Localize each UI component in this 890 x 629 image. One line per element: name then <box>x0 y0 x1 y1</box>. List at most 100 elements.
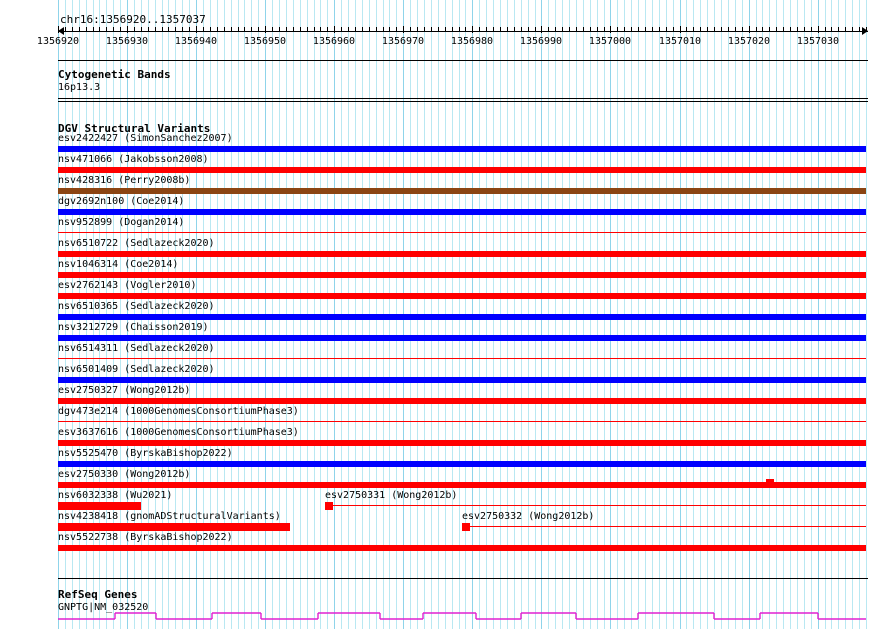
variant-bar[interactable] <box>58 232 866 233</box>
variant-label[interactable]: esv3637616 (1000GenomesConsortiumPhase3) <box>58 427 299 438</box>
dgv-track-title: DGV Structural Variants <box>58 122 211 135</box>
ruler-tick <box>811 27 812 32</box>
variant-label[interactable]: dgv473e214 (1000GenomesConsortiumPhase3) <box>58 406 299 417</box>
variant-label[interactable]: esv2422427 (SimonSanchez2007) <box>58 133 233 144</box>
ruler-tick <box>231 27 232 32</box>
ruler-tick <box>134 27 135 32</box>
variant-label[interactable]: nsv6032338 (Wu2021) <box>58 490 173 501</box>
variant-label[interactable]: nsv1046314 (Coe2014) <box>58 259 179 270</box>
variant-bar[interactable] <box>58 293 866 299</box>
variant-bar[interactable] <box>58 146 866 152</box>
variant-bar[interactable] <box>58 358 866 359</box>
variant-bar[interactable] <box>58 314 866 320</box>
ruler-tick <box>396 27 397 32</box>
ruler-tick <box>120 27 121 32</box>
variant-bar[interactable] <box>58 440 866 446</box>
cytogenetic-band-label[interactable]: 16p13.3 <box>58 82 101 93</box>
variant-bar[interactable] <box>58 545 866 551</box>
ruler-tick <box>548 27 549 32</box>
variant-label[interactable]: esv2762143 (Vogler2010) <box>58 280 197 291</box>
refseq-gene-label[interactable]: GNPTG|NM_032520 <box>58 602 149 613</box>
variant-label[interactable]: nsv3212729 (Chaisson2019) <box>58 322 209 333</box>
variant-bar[interactable] <box>58 251 866 257</box>
ruler-tick <box>769 27 770 32</box>
ruler-tick <box>203 27 204 32</box>
variant-label[interactable]: nsv6510722 (Sedlazeck2020) <box>58 238 215 249</box>
ruler-tick <box>756 27 757 32</box>
ruler-tick <box>576 27 577 32</box>
ruler-tick <box>728 27 729 32</box>
ruler-tick <box>383 27 384 32</box>
ruler-tick <box>162 27 163 32</box>
variant-label[interactable]: nsv5525470 (ByrskaBishop2022) <box>58 448 233 459</box>
ruler-tick <box>58 26 59 33</box>
variant-label[interactable]: nsv6501409 (Sedlazeck2020) <box>58 364 215 375</box>
variant-bar[interactable] <box>58 167 866 173</box>
ruler-tick <box>721 27 722 32</box>
ruler-tick <box>749 26 750 33</box>
variant-bar[interactable] <box>58 272 866 278</box>
ruler-tick <box>486 27 487 32</box>
ruler-tick <box>79 27 80 32</box>
variant-label[interactable]: esv2750330 (Wong2012b) <box>58 469 191 480</box>
variant-bar[interactable] <box>462 523 470 531</box>
variant-bar[interactable] <box>58 377 866 383</box>
variant-bar[interactable] <box>325 502 333 510</box>
variant-label[interactable]: nsv952899 (Dogan2014) <box>58 217 185 228</box>
variant-label[interactable]: esv2750332 (Wong2012b) <box>462 511 595 522</box>
ruler-tick <box>562 27 563 32</box>
ruler-tick <box>686 27 687 32</box>
ruler-tick <box>569 27 570 32</box>
variant-bar[interactable] <box>58 421 866 422</box>
ruler-tick <box>624 27 625 32</box>
ruler-tick <box>155 27 156 32</box>
ruler-tick <box>113 27 114 32</box>
rule-top-cyto <box>58 60 868 61</box>
variant-bar[interactable] <box>58 209 866 215</box>
ruler-tick <box>279 27 280 32</box>
coordinate-ruler[interactable]: chr16:1356920..1357037 1356920 1356930 135… <box>0 0 890 52</box>
ruler-tick <box>797 27 798 32</box>
rule-cyto-bottom <box>58 98 868 99</box>
variant-bar[interactable] <box>58 523 290 531</box>
variant-label[interactable]: nsv428316 (Perry2008b) <box>58 175 191 186</box>
ruler-tick <box>189 27 190 32</box>
ruler-tick <box>507 27 508 32</box>
ruler-tick <box>631 27 632 32</box>
ruler-tick <box>238 27 239 32</box>
variant-bar[interactable] <box>58 398 866 404</box>
variant-label[interactable]: nsv6510365 (Sedlazeck2020) <box>58 301 215 312</box>
variant-bar[interactable] <box>58 502 141 510</box>
ruler-tick <box>341 27 342 32</box>
ruler-tick <box>307 27 308 32</box>
variant-label[interactable]: nsv4238418 (gnomADStructuralVariants) <box>58 511 281 522</box>
ruler-tick <box>680 26 681 33</box>
ruler-tick <box>804 27 805 32</box>
ruler-tick <box>424 27 425 32</box>
variant-label[interactable]: dgv2692n100 (Coe2014) <box>58 196 185 207</box>
variant-block[interactable] <box>766 479 774 487</box>
ruler-tick <box>300 27 301 32</box>
variant-label[interactable]: nsv6514311 (Sedlazeck2020) <box>58 343 215 354</box>
ruler-tick <box>293 27 294 32</box>
variant-bar[interactable] <box>58 482 866 488</box>
ruler-tick <box>479 27 480 32</box>
ruler-tick <box>838 27 839 32</box>
variant-label[interactable]: esv2750327 (Wong2012b) <box>58 385 191 396</box>
variant-bar[interactable] <box>58 188 866 194</box>
ruler-tick <box>459 27 460 32</box>
variant-label[interactable]: nsv5522738 (ByrskaBishop2022) <box>58 532 233 543</box>
ruler-arrow-right-icon <box>862 27 868 35</box>
ruler-tick <box>465 27 466 32</box>
variant-bar[interactable] <box>58 461 866 467</box>
variant-label[interactable]: nsv471066 (Jakobsson2008) <box>58 154 209 165</box>
ruler-tick <box>583 27 584 32</box>
ruler-tick <box>597 27 598 32</box>
ruler-tick <box>673 27 674 32</box>
ruler-tick <box>535 27 536 32</box>
variant-bar[interactable] <box>58 335 866 341</box>
variant-connector <box>462 526 866 527</box>
grid-line <box>866 0 867 629</box>
variant-label[interactable]: esv2750331 (Wong2012b) <box>325 490 458 501</box>
